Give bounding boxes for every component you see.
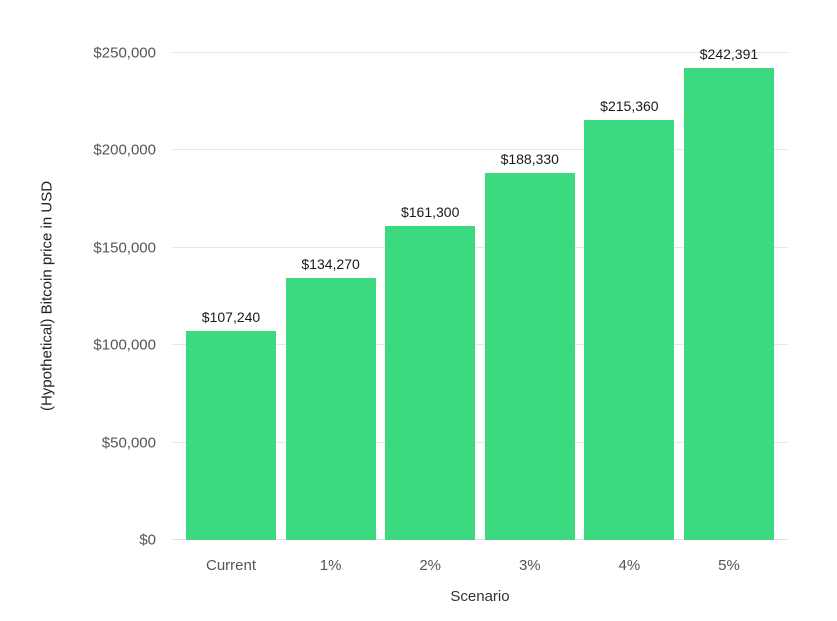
bar <box>484 173 575 540</box>
bar <box>385 225 476 540</box>
x-tick-label: Current <box>205 557 257 574</box>
x-tick-label: 5% <box>718 557 740 574</box>
y-tick-label: $0 <box>139 531 156 549</box>
bar-band: $215,360 <box>584 53 675 540</box>
bar-value-label: $161,300 <box>400 203 460 220</box>
x-axis-title: Scenario <box>450 588 510 605</box>
bar-value-label: $188,330 <box>500 151 559 168</box>
x-tick-label: 4% <box>618 557 641 574</box>
y-tick-label: $200,000 <box>93 141 156 159</box>
bar-value-label: $242,391 <box>699 45 759 62</box>
bar-band: $188,330 <box>484 53 575 540</box>
x-axis-ticks: Current 1% 2% 3% 4% 5% <box>172 557 788 574</box>
y-tick-label: $100,000 <box>93 336 156 354</box>
bar-band: $242,391 <box>683 46 774 540</box>
gridline <box>172 246 788 248</box>
gridline <box>172 149 788 151</box>
gridline <box>172 52 788 53</box>
bars: $107,240 $134,270 $161,300 $188,330 $215,360… <box>172 46 788 540</box>
bar <box>584 120 675 540</box>
bar <box>285 278 376 540</box>
y-tick-label: $50,000 <box>101 434 156 452</box>
bar <box>683 67 774 540</box>
x-tick-label: 3% <box>518 557 541 574</box>
y-tick-label: $250,000 <box>93 44 156 62</box>
plot-area: $107,240 $134,270 $161,300 $188,330 $215,360… <box>172 46 788 540</box>
x-tick-label: 1% <box>319 557 342 574</box>
bar-value-label: $107,240 <box>201 309 261 326</box>
bar-value-label: $215,360 <box>600 98 659 115</box>
bar-band: $161,300 <box>385 53 476 540</box>
gridline <box>172 539 788 540</box>
bar-band: $107,240 <box>186 53 276 540</box>
gridline <box>172 441 788 443</box>
bar-value-label: $134,270 <box>301 256 360 273</box>
y-axis-ticks: $0 $50,000 $100,000 $150,000 $200,000 $250,00… <box>0 45 156 549</box>
gridline <box>172 344 788 346</box>
bar-band: $134,270 <box>285 53 376 540</box>
x-tick-label: 2% <box>419 557 442 574</box>
bar <box>186 331 276 540</box>
y-tick-label: $150,000 <box>93 239 156 257</box>
